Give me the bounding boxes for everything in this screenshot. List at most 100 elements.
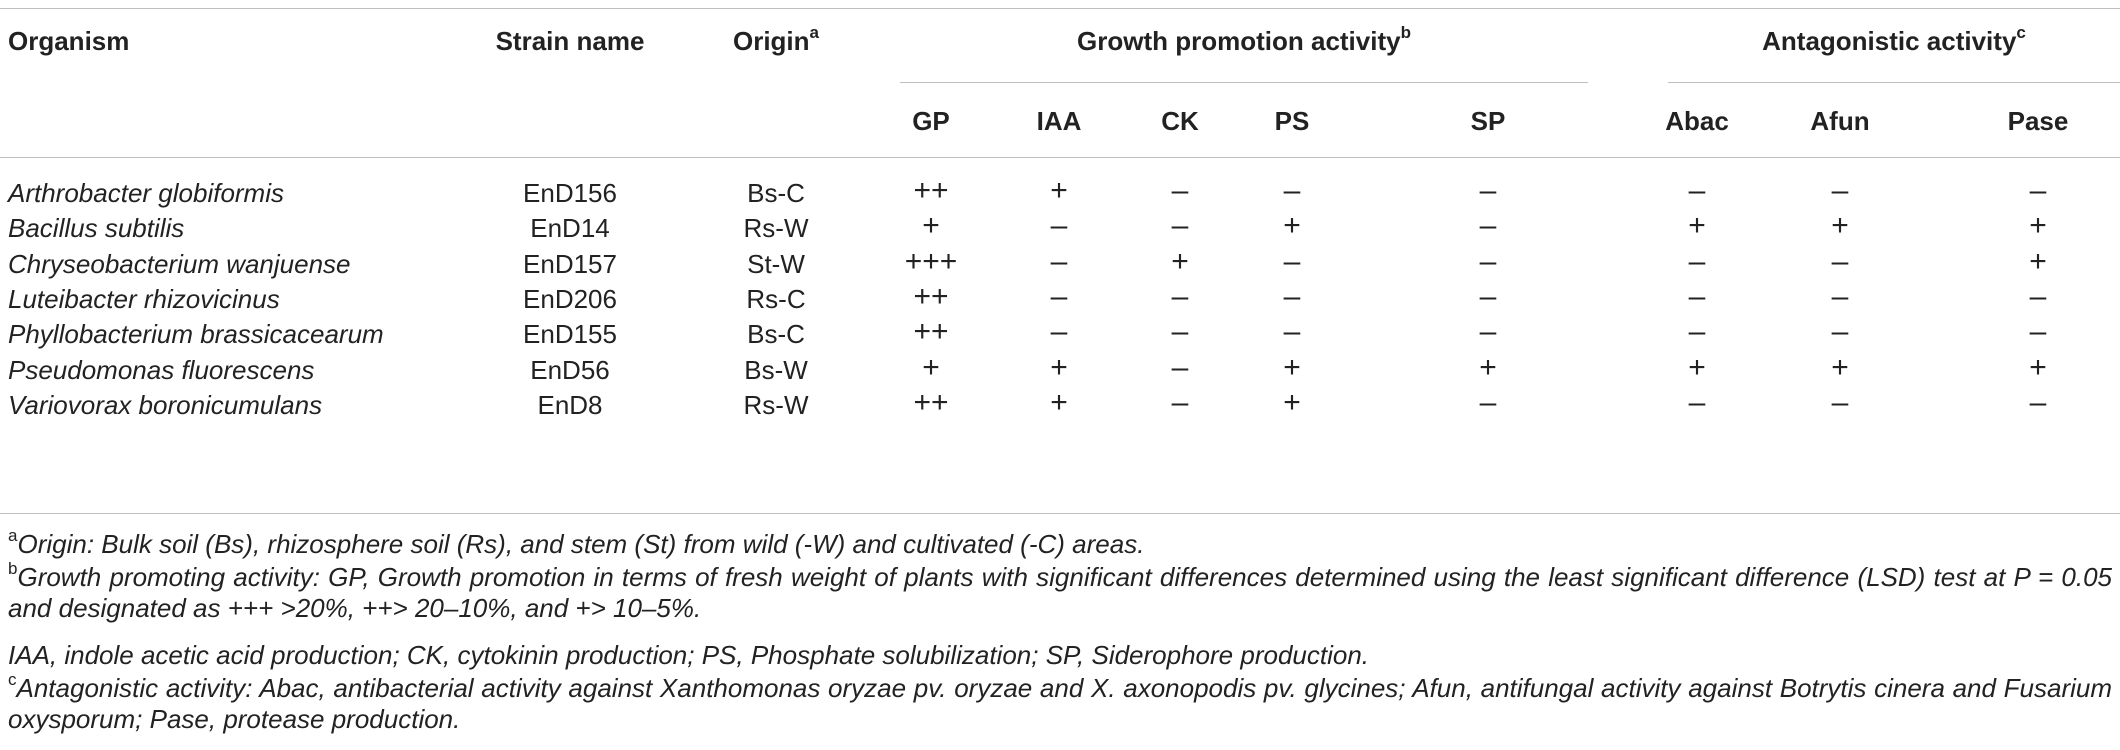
origin-cell: Bs-C — [747, 178, 805, 208]
ps-cell: + — [1283, 350, 1301, 384]
group-header-antagonistic: Antagonistic activityc — [1762, 23, 2026, 56]
sub-header-iaa: IAA — [1036, 106, 1082, 136]
pase-cell: – — [2029, 174, 2047, 207]
header-bottom-rule — [0, 157, 2120, 158]
footnote-a-text: Origin: Bulk soil (Bs), rhizosphere soil… — [17, 529, 1145, 559]
afun-cell: – — [1831, 315, 1849, 349]
pase-cell: – — [2029, 315, 2047, 349]
gp-cell: +++ — [904, 244, 958, 278]
ps-cell: + — [1283, 209, 1301, 243]
footnote-b: bGrowth promoting activity: GP, Growth p… — [8, 559, 2112, 624]
ps-cell: – — [1283, 174, 1301, 207]
iaa-cell: – — [1050, 279, 1068, 313]
iaa-cell: – — [1050, 315, 1068, 349]
strain-cell: EnD157 — [523, 248, 617, 279]
afun-cell: + — [1831, 350, 1849, 384]
gp-cell: + — [922, 209, 940, 243]
sp-cell: – — [1479, 315, 1497, 349]
pase-cell: – — [2029, 385, 2047, 419]
table-bottom-rule — [0, 513, 2120, 514]
sp-cell: – — [1479, 209, 1497, 243]
abac-cell: – — [1688, 385, 1706, 419]
pase-cell: + — [2029, 244, 2047, 278]
gp-cell: ++ — [913, 315, 949, 349]
afun-cell: + — [1831, 209, 1849, 243]
iaa-cell: + — [1050, 174, 1068, 207]
strain-cell: EnD8 — [537, 389, 603, 420]
antag-group-rule — [1668, 82, 2120, 83]
sub-header-sp: SP — [1470, 106, 1506, 136]
afun-cell: – — [1831, 174, 1849, 207]
col-header-origin: Origina — [732, 23, 820, 56]
footnote-b-abbreviations: IAA, indole acetic acid production; CK, … — [8, 640, 2112, 671]
ck-cell: – — [1171, 350, 1189, 384]
organism-cell: Pseudomonas fluorescens — [8, 354, 315, 385]
growth-group-rule — [900, 82, 1588, 83]
afun-cell: – — [1831, 385, 1849, 419]
afun-cell: – — [1831, 244, 1849, 278]
footnote-a: aOrigin: Bulk soil (Bs), rhizosphere soi… — [8, 526, 2112, 560]
origin-cell: Rs-W — [743, 213, 809, 244]
strain-cell: EnD56 — [530, 354, 610, 385]
ps-cell: – — [1283, 279, 1301, 313]
iaa-cell: – — [1050, 244, 1068, 278]
ck-cell: – — [1171, 385, 1189, 419]
organism-cell: Variovorax boronicumulans — [8, 389, 323, 420]
strain-cell: EnD156 — [523, 178, 617, 208]
pase-cell: + — [2029, 350, 2047, 384]
abac-cell: – — [1688, 315, 1706, 349]
origin-footnote-marker: a — [809, 23, 820, 43]
table-top-rule — [0, 8, 2120, 9]
abac-cell: + — [1688, 209, 1706, 243]
footnote-b-text: Growth promoting activity: GP, Growth pr… — [8, 562, 2112, 623]
antag-footnote-marker: c — [2016, 23, 2026, 43]
ck-cell: – — [1171, 174, 1189, 207]
gp-cell: ++ — [913, 279, 949, 313]
ck-cell: – — [1171, 209, 1189, 243]
footnote-b-abbrev-text: IAA, indole acetic acid production; CK, … — [8, 640, 1370, 670]
ck-cell: + — [1171, 244, 1189, 278]
abac-cell: – — [1688, 244, 1706, 278]
organism-cell: Luteibacter rhizovicinus — [8, 283, 280, 314]
organism-cell: Bacillus subtilis — [8, 213, 185, 244]
gp-cell: + — [922, 350, 940, 384]
iaa-cell: + — [1050, 350, 1068, 384]
gp-cell: ++ — [913, 385, 949, 419]
footnote-c-marker: c — [8, 670, 17, 690]
ck-cell: – — [1171, 279, 1189, 313]
abac-cell: – — [1688, 174, 1706, 207]
origin-cell: Rs-C — [746, 283, 806, 314]
strain-cell: EnD14 — [530, 213, 610, 244]
sp-cell: – — [1479, 244, 1497, 278]
iaa-cell: – — [1050, 209, 1068, 243]
abac-cell: – — [1688, 279, 1706, 313]
group-header-growth-promotion: Growth promotion activityb — [1077, 23, 1411, 56]
footnote-c-text: Antagonistic activity: Abac, antibacteri… — [8, 673, 2112, 734]
origin-cell: Bs-C — [747, 319, 805, 350]
sub-header-pase: Pase — [2007, 106, 2069, 136]
col-header-organism: Organism — [8, 26, 130, 56]
footnote-a-marker: a — [8, 526, 18, 546]
sp-cell: – — [1479, 385, 1497, 419]
ck-cell: – — [1171, 315, 1189, 349]
ps-cell: – — [1283, 315, 1301, 349]
strain-cell: EnD206 — [523, 283, 617, 314]
footnote-c: cAntagonistic activity: Abac, antibacter… — [8, 670, 2112, 735]
gp-cell: ++ — [913, 174, 949, 207]
sub-header-abac: Abac — [1665, 106, 1729, 136]
ps-cell: + — [1283, 385, 1301, 419]
sub-header-gp: GP — [912, 106, 950, 136]
col-header-strain: Strain name — [495, 26, 645, 56]
pase-cell: – — [2029, 279, 2047, 313]
sub-header-ps: PS — [1274, 106, 1310, 136]
origin-cell: Rs-W — [743, 389, 809, 420]
footnote-b-marker: b — [8, 559, 18, 579]
sp-cell: – — [1479, 174, 1497, 207]
abac-cell: + — [1688, 350, 1706, 384]
afun-cell: – — [1831, 279, 1849, 313]
sp-cell: + — [1479, 350, 1497, 384]
growth-footnote-marker: b — [1400, 23, 1411, 43]
organism-cell: Phyllobacterium brassicacearum — [8, 319, 384, 350]
sub-header-ck: CK — [1161, 106, 1199, 136]
iaa-cell: + — [1050, 385, 1068, 419]
